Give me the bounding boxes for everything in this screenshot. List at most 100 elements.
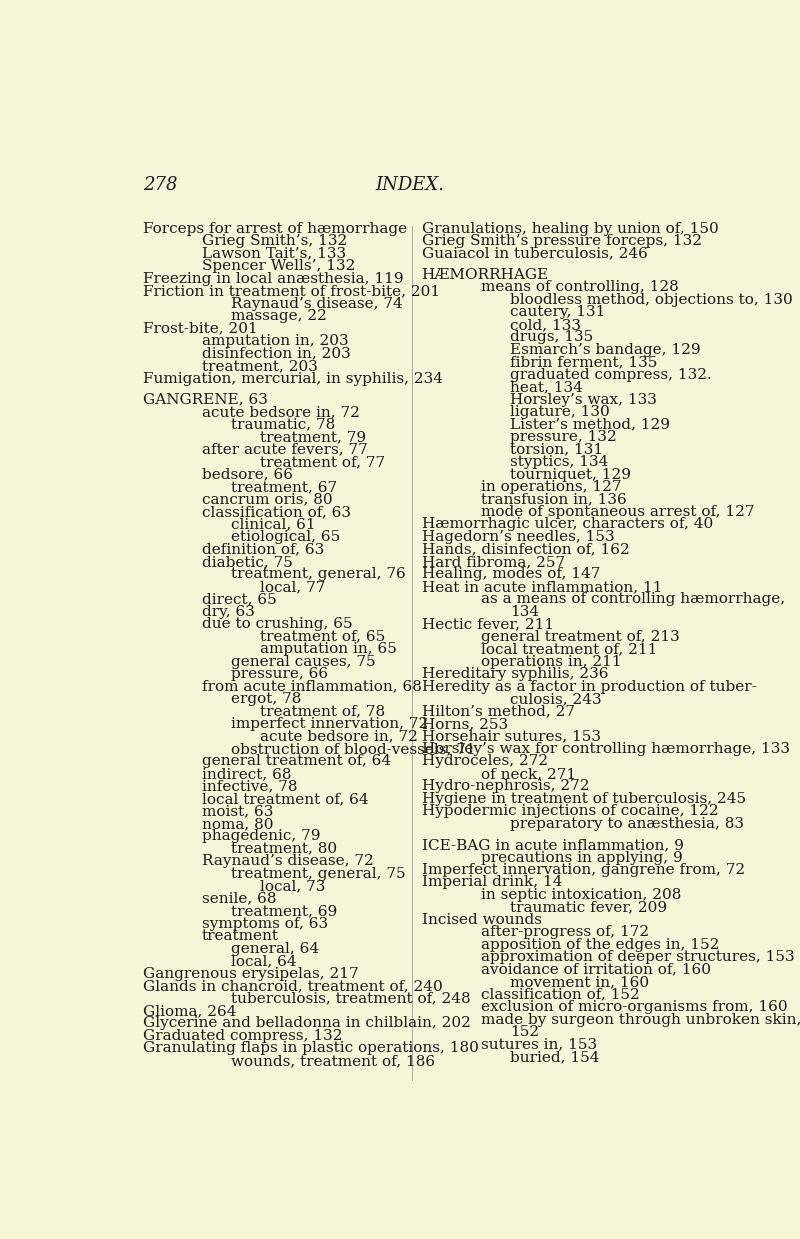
Text: 278: 278	[142, 176, 177, 193]
Text: treatment, general, 75: treatment, general, 75	[231, 867, 406, 881]
Text: pressure, 132: pressure, 132	[510, 430, 617, 444]
Text: INDEX.: INDEX.	[375, 176, 445, 193]
Text: as a means of controlling hæmorrhage,: as a means of controlling hæmorrhage,	[481, 592, 785, 606]
Text: styptics, 134: styptics, 134	[510, 455, 608, 470]
Text: made by surgeon through unbroken skin,: made by surgeon through unbroken skin,	[481, 1012, 800, 1027]
Text: Glycerine and belladonna in chilblain, 202: Glycerine and belladonna in chilblain, 2…	[142, 1016, 470, 1031]
Text: mode of spontaneous arrest of, 127: mode of spontaneous arrest of, 127	[481, 506, 754, 519]
Text: Horsehair sutures, 153: Horsehair sutures, 153	[422, 730, 601, 743]
Text: Incised wounds: Incised wounds	[422, 913, 542, 927]
Text: 134: 134	[510, 605, 539, 618]
Text: Raynaud’s disease, 74: Raynaud’s disease, 74	[231, 296, 402, 311]
Text: Esmarch’s bandage, 129: Esmarch’s bandage, 129	[510, 343, 701, 357]
Text: Horsley’s wax for controlling hæmorrhage, 133: Horsley’s wax for controlling hæmorrhage…	[422, 742, 790, 756]
Text: graduated compress, 132.: graduated compress, 132.	[510, 368, 712, 382]
Text: Frost-bite, 201: Frost-bite, 201	[142, 322, 258, 336]
Text: Fumigation, mercurial, in syphilis, 234: Fumigation, mercurial, in syphilis, 234	[142, 372, 442, 385]
Text: precautions in applying, 9: precautions in applying, 9	[481, 850, 682, 865]
Text: Grieg Smith’s pressure forceps, 132: Grieg Smith’s pressure forceps, 132	[422, 234, 702, 248]
Text: treatment: treatment	[202, 929, 278, 943]
Text: Hæmorrhagic ulcer, characters of, 40: Hæmorrhagic ulcer, characters of, 40	[422, 518, 713, 532]
Text: Spencer Wells’, 132: Spencer Wells’, 132	[202, 259, 355, 274]
Text: general treatment of, 64: general treatment of, 64	[202, 755, 390, 768]
Text: acute bedsore in, 72: acute bedsore in, 72	[261, 730, 418, 743]
Text: from acute inflammation, 68: from acute inflammation, 68	[202, 680, 422, 694]
Text: acute bedsore in, 72: acute bedsore in, 72	[202, 405, 359, 419]
Text: phagedenic, 79: phagedenic, 79	[202, 829, 320, 844]
Text: tuberculosis, treatment of, 248: tuberculosis, treatment of, 248	[231, 991, 470, 1006]
Text: Raynaud’s disease, 72: Raynaud’s disease, 72	[202, 854, 374, 869]
Text: cautery, 131: cautery, 131	[510, 305, 606, 320]
Text: massage, 22: massage, 22	[231, 310, 327, 323]
Text: Lister’s method, 129: Lister’s method, 129	[510, 418, 670, 431]
Text: Hydroceles, 272: Hydroceles, 272	[422, 755, 548, 768]
Text: local treatment of, 211: local treatment of, 211	[481, 642, 657, 657]
Text: Guaiacol in tuberculosis, 246: Guaiacol in tuberculosis, 246	[422, 247, 647, 260]
Text: treatment, general, 76: treatment, general, 76	[231, 567, 406, 581]
Text: Imperial drink, 14: Imperial drink, 14	[422, 876, 562, 890]
Text: approximation of deeper structures, 153: approximation of deeper structures, 153	[481, 950, 794, 964]
Text: apposition of the edges in, 152: apposition of the edges in, 152	[481, 938, 719, 952]
Text: preparatory to anæsthesia, 83: preparatory to anæsthesia, 83	[510, 817, 744, 831]
Text: direct, 65: direct, 65	[202, 592, 276, 606]
Text: Friction in treatment of frost-bite, 201: Friction in treatment of frost-bite, 201	[142, 284, 440, 299]
Text: bloodless method, objections to, 130: bloodless method, objections to, 130	[510, 292, 793, 307]
Text: disinfection in, 203: disinfection in, 203	[202, 347, 350, 361]
Text: transfusion in, 136: transfusion in, 136	[481, 493, 626, 507]
Text: Glioma, 264: Glioma, 264	[142, 1004, 236, 1018]
Text: due to crushing, 65: due to crushing, 65	[202, 617, 352, 631]
Text: heat, 134: heat, 134	[510, 380, 583, 394]
Text: dry, 63: dry, 63	[202, 605, 254, 618]
Text: 152: 152	[510, 1025, 539, 1040]
Text: Horsley’s wax, 133: Horsley’s wax, 133	[510, 393, 657, 406]
Text: Glands in chancroid, treatment of, 240: Glands in chancroid, treatment of, 240	[142, 979, 442, 992]
Text: Hypodermic injections of cocaine, 122: Hypodermic injections of cocaine, 122	[422, 804, 718, 819]
Text: amputation in, 203: amputation in, 203	[202, 335, 348, 348]
Text: treatment, 79: treatment, 79	[261, 430, 366, 444]
Text: clinical, 61: clinical, 61	[231, 518, 315, 532]
Text: fibrin ferment, 135: fibrin ferment, 135	[510, 356, 658, 369]
Text: Gangrenous erysipelas, 217: Gangrenous erysipelas, 217	[142, 966, 358, 980]
Text: Freezing in local anæsthesia, 119: Freezing in local anæsthesia, 119	[142, 271, 403, 286]
Text: exclusion of micro-organisms from, 160: exclusion of micro-organisms from, 160	[481, 1000, 787, 1015]
Text: pressure, 66: pressure, 66	[231, 667, 328, 681]
Text: local treatment of, 64: local treatment of, 64	[202, 792, 368, 805]
Text: means of controlling, 128: means of controlling, 128	[481, 280, 678, 295]
Text: symptoms of, 63: symptoms of, 63	[202, 917, 328, 930]
Text: bedsore, 66: bedsore, 66	[202, 467, 293, 482]
Text: noma, 80: noma, 80	[202, 817, 273, 831]
Text: senile, 68: senile, 68	[202, 892, 276, 906]
Text: general, 64: general, 64	[231, 942, 319, 955]
Text: local, 77: local, 77	[261, 580, 326, 593]
Text: torsion, 131: torsion, 131	[510, 442, 603, 457]
Text: classification of, 63: classification of, 63	[202, 506, 350, 519]
Text: Hereditary syphilis, 236: Hereditary syphilis, 236	[422, 667, 608, 681]
Text: treatment of, 65: treatment of, 65	[261, 629, 386, 644]
Text: traumatic fever, 209: traumatic fever, 209	[510, 901, 667, 914]
Text: culosis, 243: culosis, 243	[510, 693, 602, 706]
Text: Heat in acute inflammation, 11: Heat in acute inflammation, 11	[422, 580, 662, 593]
Text: Hilton’s method, 27: Hilton’s method, 27	[422, 705, 574, 719]
Text: avoidance of irritation of, 160: avoidance of irritation of, 160	[481, 963, 710, 976]
Text: Hands, disinfection of, 162: Hands, disinfection of, 162	[422, 543, 630, 556]
Text: indirect, 68: indirect, 68	[202, 767, 291, 781]
Text: Heredity as a factor in production of tuber-: Heredity as a factor in production of tu…	[422, 680, 756, 694]
Text: cold, 133: cold, 133	[510, 318, 581, 332]
Text: Hectic fever, 211: Hectic fever, 211	[422, 617, 554, 631]
Text: after-progress of, 172: after-progress of, 172	[481, 926, 649, 939]
Text: diabetic, 75: diabetic, 75	[202, 555, 293, 569]
Text: after acute fevers, 77: after acute fevers, 77	[202, 442, 367, 457]
Text: ligature, 130: ligature, 130	[510, 405, 610, 419]
Text: Granulations, healing by union of, 150: Granulations, healing by union of, 150	[422, 222, 718, 235]
Text: imperfect innervation, 72: imperfect innervation, 72	[231, 717, 428, 731]
Text: treatment, 203: treatment, 203	[202, 359, 318, 373]
Text: tourniquet, 129: tourniquet, 129	[510, 467, 631, 482]
Text: of neck, 271: of neck, 271	[481, 767, 576, 781]
Text: in septic intoxication, 208: in septic intoxication, 208	[481, 888, 681, 902]
Text: treatment of, 77: treatment of, 77	[261, 455, 386, 470]
Text: Grieg Smith’s, 132: Grieg Smith’s, 132	[202, 234, 346, 248]
Text: wounds, treatment of, 186: wounds, treatment of, 186	[231, 1054, 435, 1068]
Text: Hagedorn’s needles, 153: Hagedorn’s needles, 153	[422, 530, 614, 544]
Text: general causes, 75: general causes, 75	[231, 654, 376, 669]
Text: obstruction of blood-vessels, 71: obstruction of blood-vessels, 71	[231, 742, 475, 756]
